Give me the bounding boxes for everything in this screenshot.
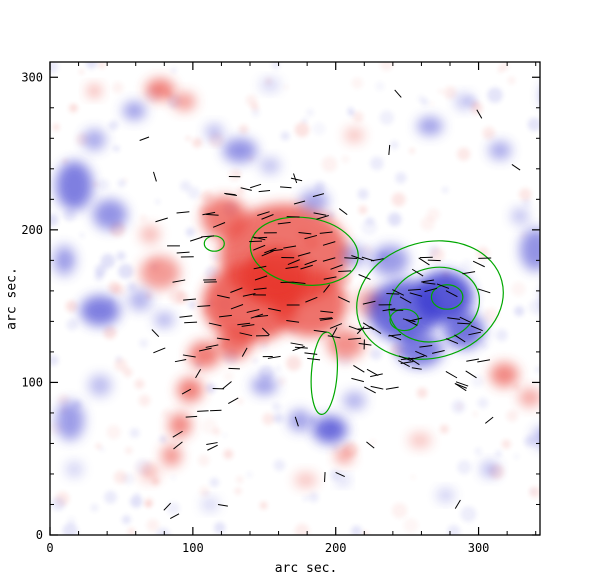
svg-text:300: 300 [21, 70, 43, 84]
axes-layer: 0 100 200 300 0 100 200 300 [21, 61, 541, 555]
blob-layer [52, 78, 540, 511]
x-axis-label: arc sec. [274, 561, 338, 576]
svg-text:300: 300 [468, 541, 490, 555]
svg-text:0: 0 [46, 541, 53, 555]
y-axis-label: arc sec. [4, 267, 20, 330]
svg-text:0: 0 [36, 528, 43, 542]
contour-layer [203, 216, 504, 415]
svg-text:200: 200 [21, 223, 43, 237]
svg-text:100: 100 [182, 541, 204, 555]
svg-text:200: 200 [325, 541, 347, 555]
svg-text:100: 100 [21, 375, 43, 389]
vector-layer [139, 89, 521, 520]
